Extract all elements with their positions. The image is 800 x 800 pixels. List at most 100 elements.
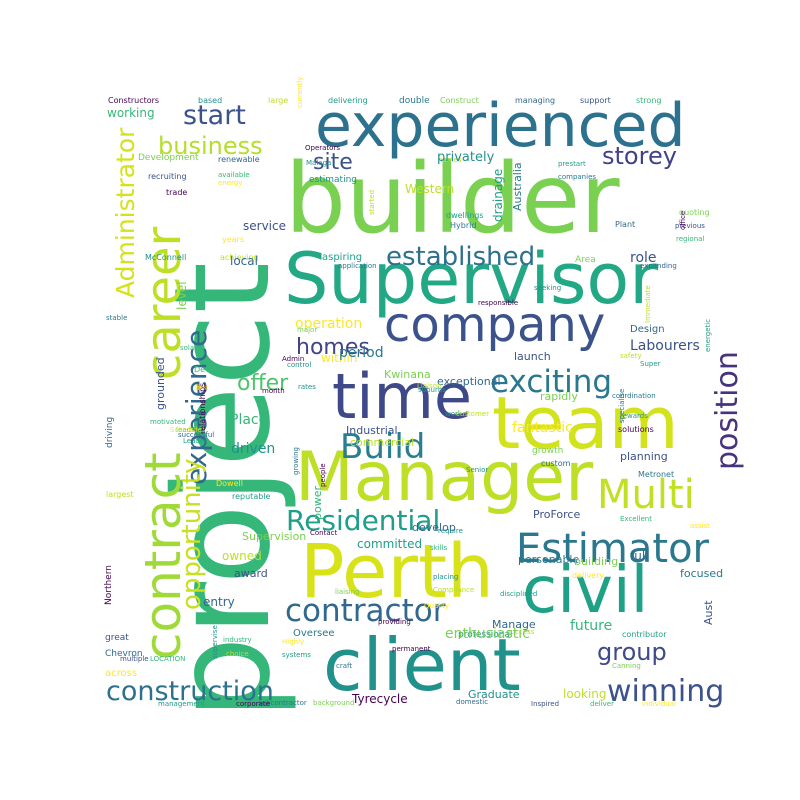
- word-inspired: Inspired: [531, 700, 559, 708]
- word-supervisor: Supervisor: [284, 238, 658, 320]
- word-application: application: [338, 262, 377, 270]
- word-expanding: expanding: [640, 262, 677, 270]
- word-stable: stable: [106, 314, 127, 322]
- word-great: great: [105, 633, 129, 643]
- word-specialise: specialise: [618, 389, 626, 423]
- word-tyrecycle: Tyrecycle: [351, 692, 408, 706]
- word-assist: assist: [690, 522, 710, 530]
- word-driven: driven: [231, 441, 275, 457]
- major-words: projectbuilderSupervisorexperiencedteamM…: [106, 91, 745, 720]
- word-largest: largest: [106, 490, 134, 499]
- word-industry: industry: [223, 636, 252, 644]
- word-award: award: [234, 567, 268, 580]
- word-across: across: [105, 668, 137, 679]
- word-full: full: [630, 549, 649, 563]
- word-liaising: liaising: [335, 588, 360, 596]
- word-level: level: [175, 281, 189, 310]
- word-require: require: [438, 527, 463, 535]
- word-people: people: [319, 463, 327, 487]
- word-exceptional: exceptional: [437, 375, 501, 388]
- word-based: based: [198, 96, 222, 105]
- word-opportunity: opportunity: [177, 459, 207, 610]
- word-permanent: permanent: [392, 645, 431, 653]
- word-northern: Northern: [104, 565, 114, 605]
- word-major: major: [297, 326, 317, 334]
- word-choice: choice: [226, 650, 249, 658]
- word-site: site: [313, 150, 353, 175]
- word-customer: customer: [456, 410, 489, 418]
- word-double: double: [399, 96, 430, 106]
- word-corporate: corporate: [236, 700, 270, 708]
- word-liaison: Liaison: [417, 382, 441, 390]
- word-exciting: exciting: [490, 364, 612, 400]
- word-oversee: Oversee: [293, 628, 335, 639]
- word-regional: regional: [676, 235, 704, 243]
- word-contractor: contractor: [285, 593, 446, 629]
- word-established: established: [386, 242, 535, 272]
- word-looking: looking: [563, 687, 607, 701]
- word-delivering: delivering: [328, 96, 368, 105]
- word-successful: successful: [178, 431, 214, 439]
- word-offer: offer: [237, 371, 289, 396]
- word-motivated: motivated: [150, 418, 186, 426]
- word-personable: personable: [518, 553, 579, 566]
- word-chevron: Chevron: [105, 649, 143, 659]
- word-constructors: Constructors: [108, 96, 159, 105]
- word-admin: Admin: [282, 355, 304, 363]
- word-disciplined: disciplined: [500, 590, 537, 598]
- word-development: Development: [138, 153, 199, 163]
- word-names: names: [438, 156, 462, 164]
- word-within: within: [321, 351, 357, 365]
- word-energetic: energetic: [704, 319, 712, 352]
- word-supervise: supervise: [211, 625, 219, 659]
- word-contact: Contact: [310, 529, 337, 537]
- minor-words: Constructors based large delivering double Co…: [104, 77, 723, 708]
- word-malaga: Malaga: [306, 159, 331, 167]
- word-winning: winning: [607, 674, 724, 709]
- word-entry: entry: [203, 595, 235, 609]
- word-owned: owned: [222, 549, 262, 563]
- word-launch: launch: [514, 350, 551, 363]
- word-group: group: [597, 638, 667, 666]
- word-placing: placing: [433, 573, 458, 581]
- word-achieving: achieving: [220, 253, 259, 262]
- word-aspiring: aspiring: [322, 252, 362, 263]
- word-relationships: relationships: [198, 383, 207, 434]
- word-compliance: Compliance: [433, 586, 474, 594]
- word-canning: Canning: [612, 662, 641, 670]
- word-contract: contract: [134, 452, 192, 660]
- word-building: building: [574, 555, 618, 568]
- word-homes: homes: [296, 335, 370, 360]
- word-privately: privately: [437, 150, 495, 165]
- word-committed: committed: [357, 537, 422, 551]
- word-hybrid: Hybrid: [450, 221, 476, 230]
- word-companies: companies: [558, 173, 596, 181]
- word-management: management: [158, 700, 205, 708]
- word-delivery: delivery: [572, 571, 604, 580]
- word-team: team: [492, 381, 679, 465]
- word-kwinana: Kwinana: [384, 368, 431, 381]
- word-period: period: [339, 345, 384, 361]
- word-quality: Quality: [424, 602, 449, 610]
- word-place: Place: [230, 412, 267, 428]
- word-developer: Developer: [194, 365, 236, 374]
- word-skills: skills: [430, 544, 448, 552]
- word-commercial: commercial: [350, 436, 414, 449]
- word-time: time: [332, 360, 472, 433]
- word-australia: Australia: [511, 162, 524, 211]
- word-project: project: [146, 262, 300, 720]
- word-metronet: Metronet: [638, 470, 674, 479]
- word-individual: individual: [642, 700, 676, 708]
- word-develop: develop: [412, 521, 456, 534]
- word-future: future: [570, 618, 612, 634]
- word-trade: trade: [166, 188, 187, 197]
- word-large: large: [268, 96, 288, 105]
- word-civil: civil: [522, 554, 648, 628]
- word-industrial: Industrial: [346, 424, 398, 437]
- word-coordination: coordination: [612, 392, 656, 400]
- word-multiple: multiple: [120, 655, 149, 663]
- word-years: years: [222, 235, 244, 244]
- word-drainage: drainage: [491, 169, 505, 222]
- word-energy: energy: [218, 179, 242, 187]
